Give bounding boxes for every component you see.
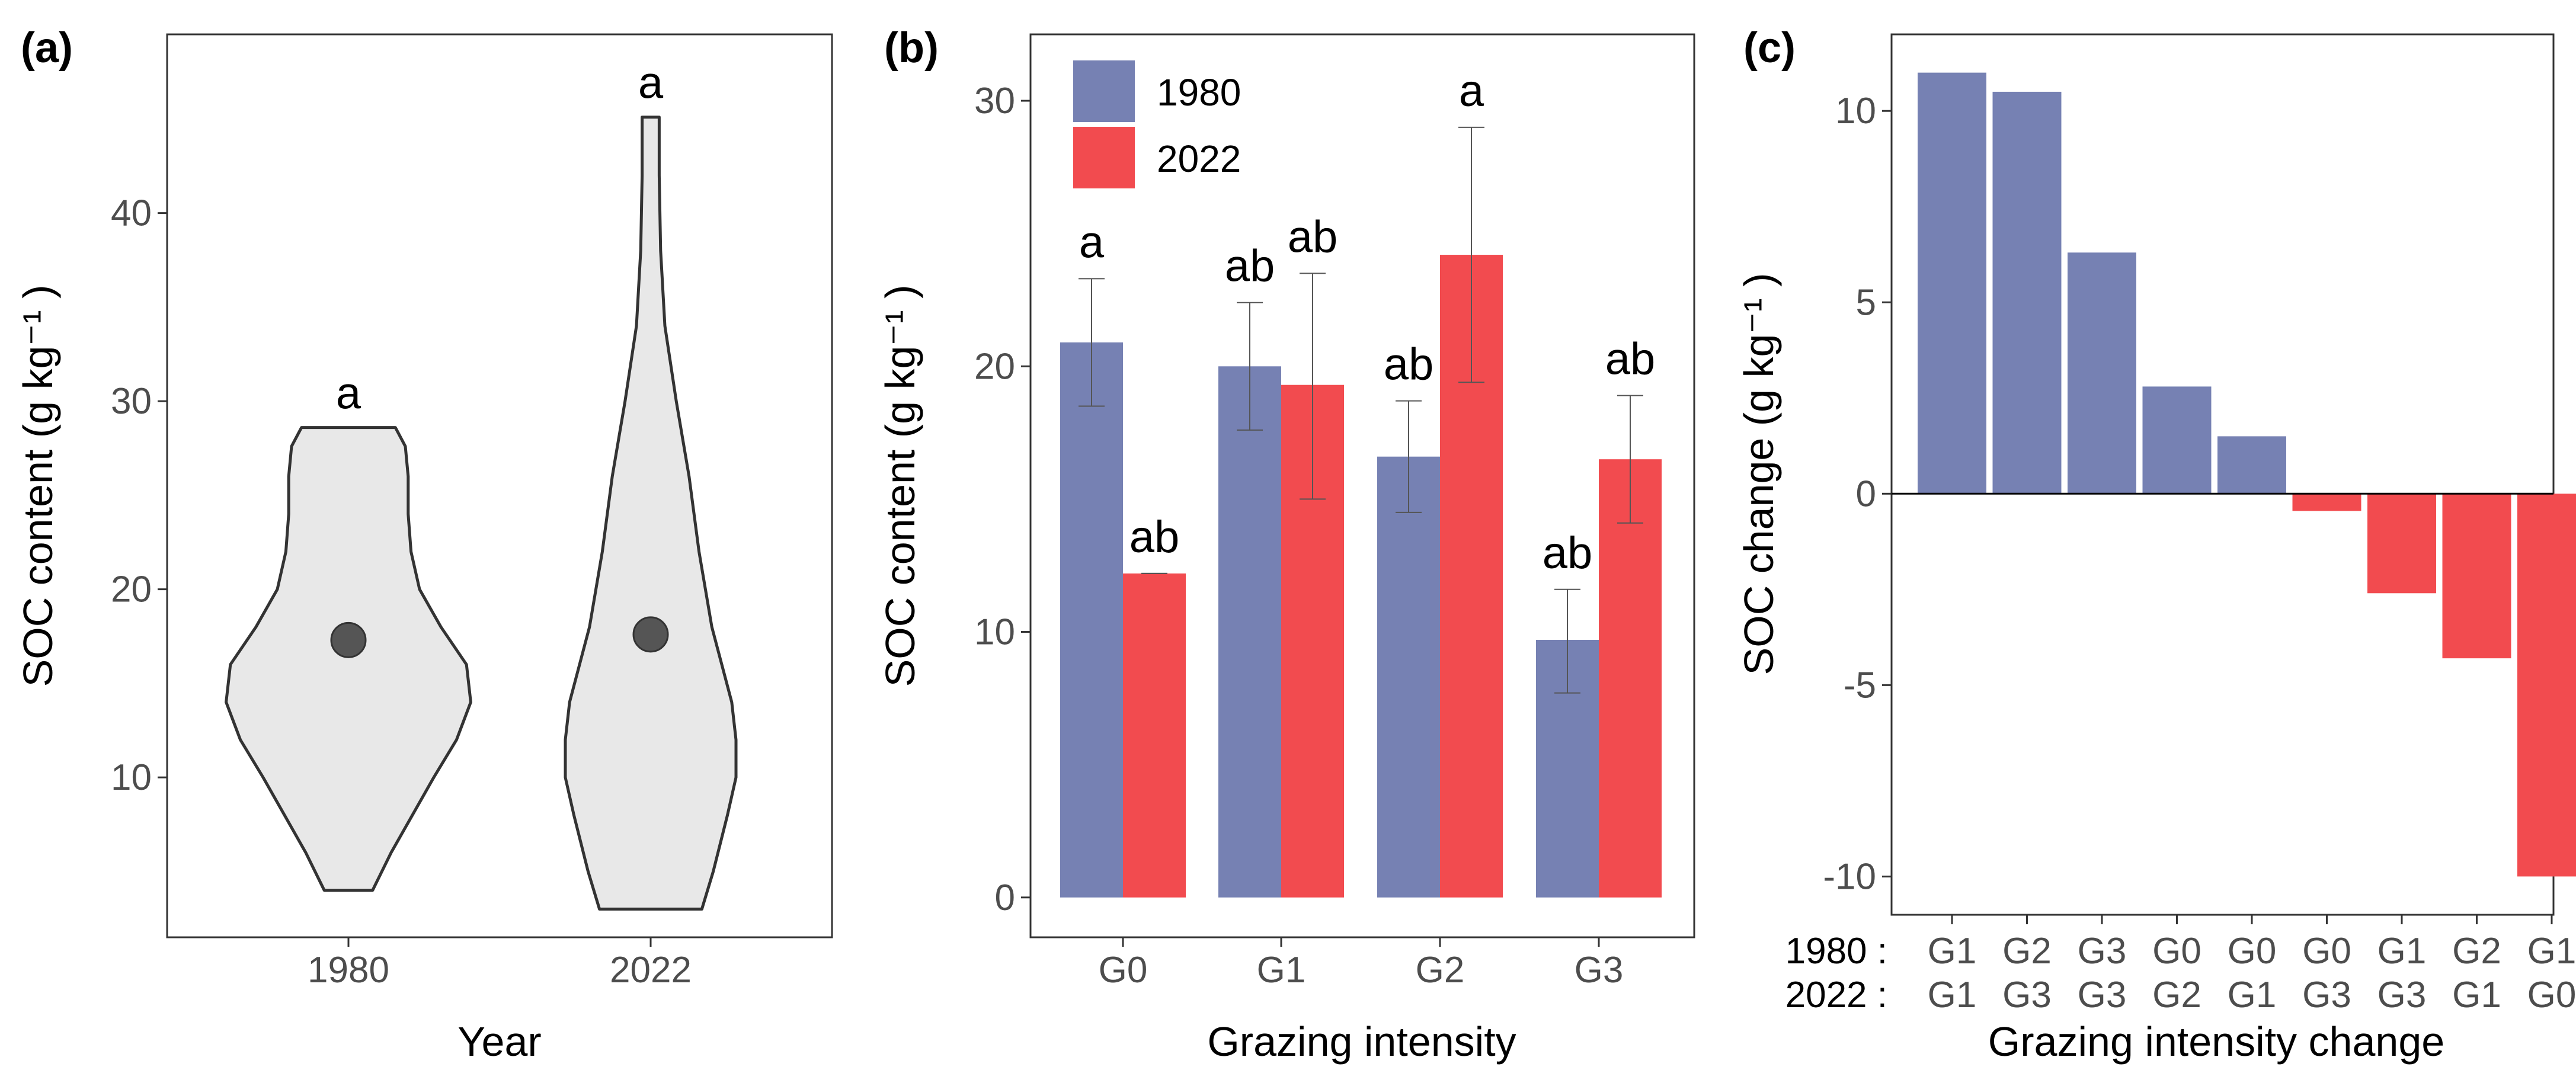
panel-c-label: (c) bbox=[1743, 24, 1796, 72]
change-bar-9 bbox=[2517, 494, 2576, 877]
panel-b-y-tick-label: 10 bbox=[974, 612, 1015, 653]
change-bar-6 bbox=[2292, 494, 2361, 511]
panel-c-x-tick-label-2022: G3 bbox=[2302, 975, 2351, 1015]
panel-a-y-tick-label: 10 bbox=[111, 757, 152, 798]
panel-b-y-tick-label: 30 bbox=[974, 81, 1015, 121]
change-bar-3 bbox=[2068, 252, 2136, 494]
panel-c-x-tick-label-1980: G0 bbox=[2228, 931, 2277, 972]
bar-sig-label-1980-G3: ab bbox=[1543, 528, 1593, 578]
violin-mean-point-2022 bbox=[632, 616, 669, 653]
violin-2022 bbox=[564, 116, 738, 911]
violin-sig-label-1980: a bbox=[336, 369, 361, 419]
panel-c-x-tick-label-2022: G0 bbox=[2527, 975, 2576, 1015]
change-bar-7 bbox=[2367, 494, 2436, 594]
panel-b-x-tick-label: G3 bbox=[1575, 950, 1624, 991]
panel-b-y-axis-title: SOC content (g kg⁻¹ ) bbox=[877, 285, 923, 687]
panel-c-row-label-2022: 2022 : bbox=[1785, 975, 1887, 1015]
change-bar-4 bbox=[2142, 386, 2212, 494]
panel-a-x-axis-title: Year bbox=[457, 1018, 541, 1065]
panel-c-row-label-1980: 1980 : bbox=[1785, 931, 1887, 972]
bar-1980-G0 bbox=[1060, 342, 1123, 898]
change-bar-5 bbox=[2217, 436, 2286, 494]
bar-sig-label-1980-G0: a bbox=[1079, 217, 1105, 267]
bar-sig-label-1980-G1: ab bbox=[1225, 241, 1275, 291]
legend-swatch-1980 bbox=[1073, 60, 1135, 122]
panel-b-y-axis: 0 10 20 30 bbox=[974, 81, 1031, 918]
panel-c-x-axis-title: Grazing intensity change bbox=[1988, 1018, 2444, 1065]
panel-b-frame bbox=[1029, 33, 1695, 938]
panel-c-y-axis: -10 -5 0 5 10 bbox=[1823, 91, 1892, 897]
panel-c-y-tick-label: -5 bbox=[1844, 665, 1876, 706]
panel-c-marks bbox=[1892, 72, 2576, 877]
panel-b-x-axis-title: Grazing intensity bbox=[1207, 1018, 1516, 1065]
panel-c-x-tick-label-2022: G1 bbox=[2228, 975, 2277, 1015]
panel-a-y-tick-label: 20 bbox=[111, 569, 152, 610]
panel-a-y-axis: 10 20 30 40 bbox=[111, 193, 167, 798]
violin-1980 bbox=[225, 426, 472, 892]
panel-b-x-axis: G0 G1 G2 G3 bbox=[1099, 937, 1624, 991]
panel-c-x-tick-label-1980: G2 bbox=[2002, 931, 2052, 972]
panel-c-x-tick-label-1980: G1 bbox=[2527, 931, 2576, 972]
bar-sig-label-2022-G1: ab bbox=[1288, 212, 1338, 262]
panel-c-x-tick-label-2022: G3 bbox=[2078, 975, 2127, 1015]
panel-c-x-tick-label-1980: G0 bbox=[2302, 931, 2351, 972]
legend-swatch-2022 bbox=[1073, 127, 1135, 188]
bar-2022-G3 bbox=[1599, 459, 1662, 898]
panel-a-x-tick-label: 1980 bbox=[308, 950, 389, 991]
panel-c-x-tick-label-1980: G2 bbox=[2452, 931, 2501, 972]
panel-c-x-tick-label-2022: G3 bbox=[2002, 975, 2052, 1015]
bar-1980-G1 bbox=[1218, 366, 1281, 898]
panel-b-legend: 1980 2022 bbox=[1073, 60, 1241, 188]
panel-a-y-tick-label: 40 bbox=[111, 193, 152, 234]
legend-label-2022: 2022 bbox=[1157, 137, 1241, 180]
change-bar-8 bbox=[2442, 494, 2511, 659]
bar-sig-label-2022-G3: ab bbox=[1605, 334, 1656, 385]
panel-c-y-tick-label: 10 bbox=[1835, 91, 1876, 132]
panel-a-x-tick-label: 2022 bbox=[610, 950, 692, 991]
panel-c-x-tick-label-2022: G2 bbox=[2152, 975, 2201, 1015]
panel-c-x-tick-label-2022: G3 bbox=[2377, 975, 2427, 1015]
bar-1980-G2 bbox=[1377, 456, 1440, 898]
panel-a-label: (a) bbox=[21, 24, 73, 72]
panel-b-x-tick-label: G2 bbox=[1416, 950, 1465, 991]
panel-c-y-tick-label: 5 bbox=[1856, 282, 1876, 323]
panel-b-label: (b) bbox=[884, 24, 939, 72]
panel-c-y-axis-title: SOC change (g kg⁻¹ ) bbox=[1736, 273, 1782, 675]
panel-c-x-tick-label-1980: G3 bbox=[2078, 931, 2127, 972]
violin-sig-label-2022: a bbox=[638, 58, 664, 108]
panel-c-y-tick-label: -10 bbox=[1823, 856, 1876, 897]
panel-c-y-tick-label: 0 bbox=[1856, 473, 1876, 514]
panel-b-y-tick-label: 20 bbox=[974, 346, 1015, 387]
panel-a-x-axis: 1980 2022 bbox=[308, 937, 692, 991]
panel-c-x-tick-label-1980: G1 bbox=[2377, 931, 2427, 972]
bar-sig-label-2022-G0: ab bbox=[1129, 512, 1180, 562]
panel-c-x-tick-label-2022: G1 bbox=[1928, 975, 1977, 1015]
panel-c-frame bbox=[1890, 33, 2555, 916]
panel-b-y-tick-label: 0 bbox=[995, 877, 1015, 918]
bar-sig-label-1980-G2: ab bbox=[1384, 339, 1434, 390]
panel-a-frame bbox=[166, 33, 833, 938]
legend-label-1980: 1980 bbox=[1157, 71, 1241, 114]
change-bar-2 bbox=[1992, 91, 2062, 494]
violin-mean-point-1980 bbox=[330, 622, 367, 658]
panel-c-x-tick-label-1980: G1 bbox=[1928, 931, 1977, 972]
panel-b-x-tick-label: G0 bbox=[1099, 950, 1148, 991]
panel-a-marks: aa bbox=[225, 58, 738, 911]
panel-c-x-tick-label-2022: G1 bbox=[2452, 975, 2501, 1015]
panel-a-y-axis-title: SOC content (g kg⁻¹ ) bbox=[15, 285, 61, 687]
bar-sig-label-2022-G2: a bbox=[1459, 66, 1484, 116]
panel-a-y-tick-label: 30 bbox=[111, 381, 152, 422]
bar-2022-G0 bbox=[1123, 573, 1186, 898]
panel-b-x-tick-label: G1 bbox=[1257, 950, 1306, 991]
panel-c-x-tick-label-1980: G0 bbox=[2152, 931, 2201, 972]
change-bar-1 bbox=[1918, 72, 1986, 494]
